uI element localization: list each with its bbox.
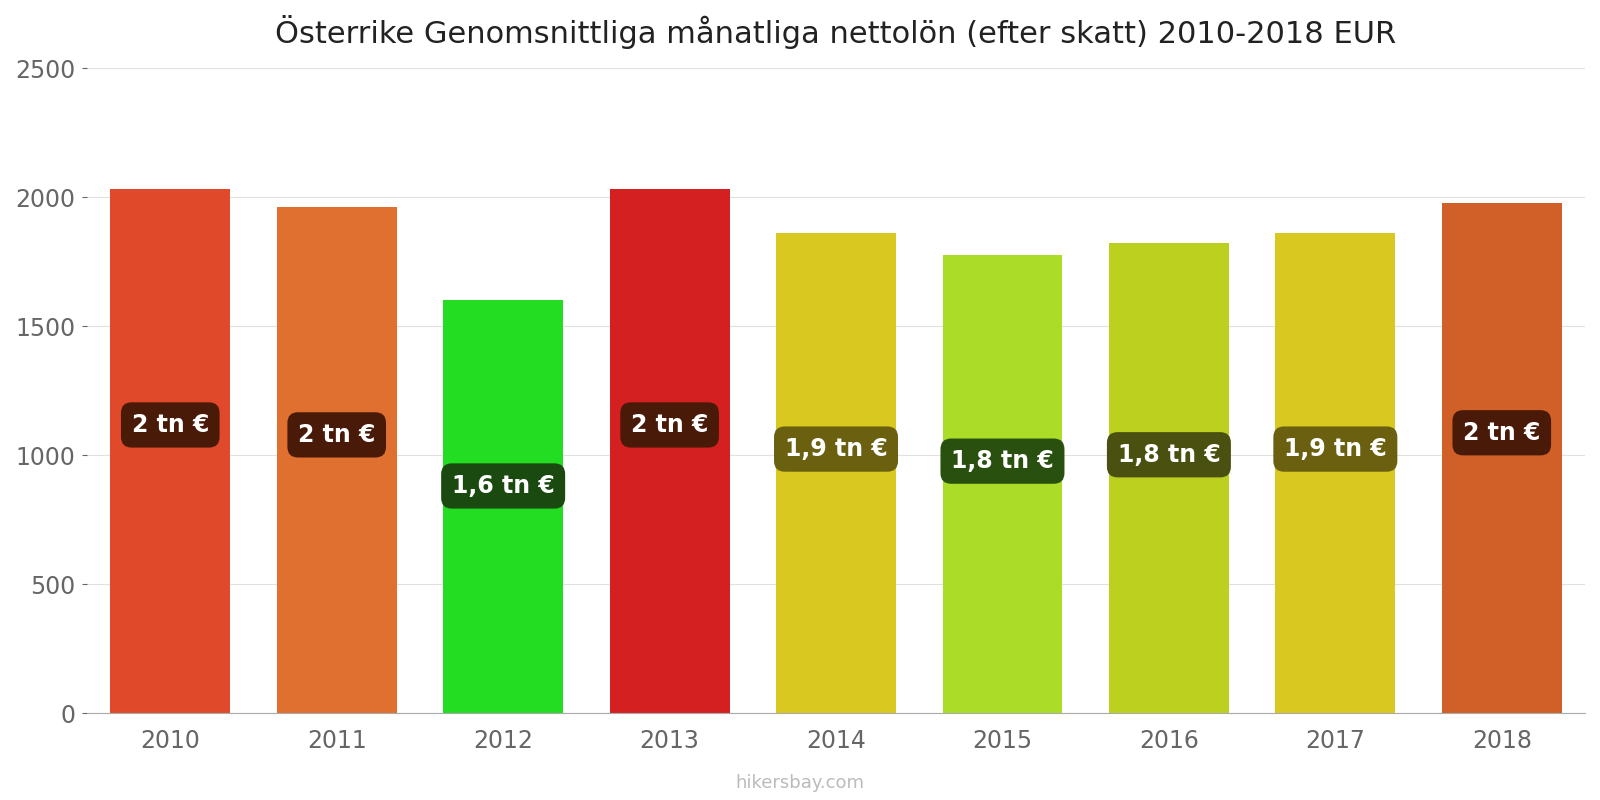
Bar <box>110 190 230 713</box>
Bar <box>277 207 397 713</box>
Text: 1,6 tn €: 1,6 tn € <box>451 474 555 498</box>
Text: 1,9 tn €: 1,9 tn € <box>784 437 888 461</box>
Bar <box>610 190 730 713</box>
Text: 2 tn €: 2 tn € <box>298 423 376 447</box>
Title: Österrike Genomsnittliga månatliga nettolön (efter skatt) 2010-2018 EUR: Österrike Genomsnittliga månatliga netto… <box>275 15 1397 49</box>
Bar <box>1442 203 1562 713</box>
Text: 1,8 tn €: 1,8 tn € <box>1117 442 1221 466</box>
Bar <box>942 255 1062 713</box>
Bar <box>1109 243 1229 713</box>
Text: 1,9 tn €: 1,9 tn € <box>1283 437 1387 461</box>
Bar <box>1275 233 1395 713</box>
Bar <box>443 300 563 713</box>
Text: 2 tn €: 2 tn € <box>630 413 709 437</box>
Bar <box>776 233 896 713</box>
Text: 2 tn €: 2 tn € <box>1462 421 1541 445</box>
Text: 1,8 tn €: 1,8 tn € <box>950 449 1054 473</box>
Text: 2 tn €: 2 tn € <box>131 413 210 437</box>
Text: hikersbay.com: hikersbay.com <box>736 774 864 792</box>
